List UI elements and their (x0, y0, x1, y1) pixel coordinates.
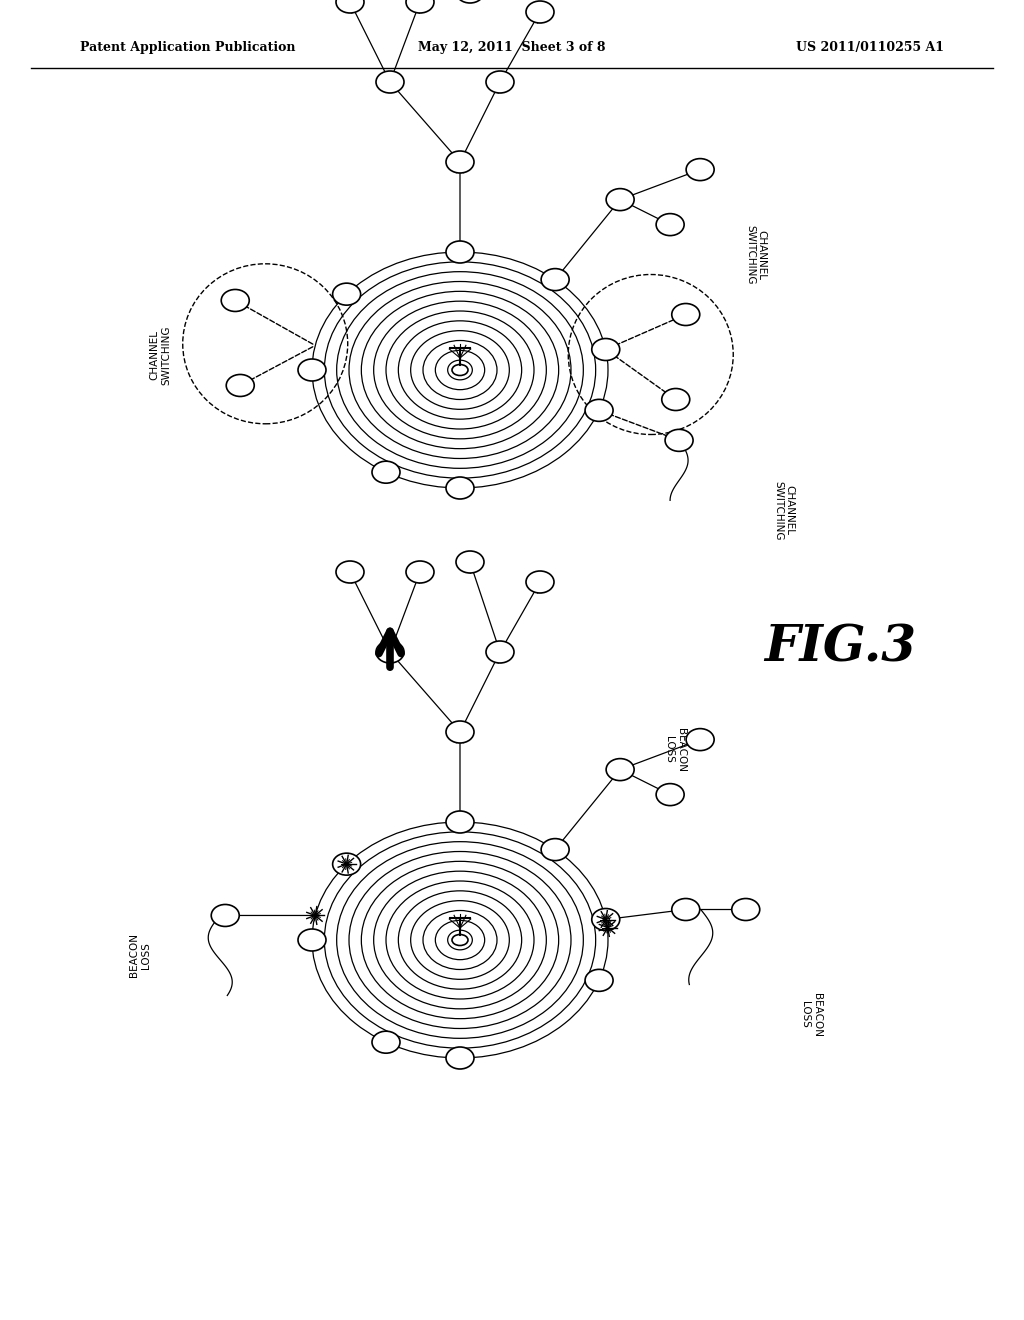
Ellipse shape (226, 375, 254, 396)
Ellipse shape (686, 729, 714, 751)
Ellipse shape (446, 242, 474, 263)
Ellipse shape (606, 759, 634, 780)
Ellipse shape (336, 561, 364, 583)
Ellipse shape (541, 268, 569, 290)
Ellipse shape (456, 0, 484, 3)
Ellipse shape (686, 158, 714, 181)
Ellipse shape (456, 550, 484, 573)
Text: CHANNEL
SWITCHING: CHANNEL SWITCHING (744, 224, 767, 284)
Ellipse shape (541, 838, 569, 861)
Ellipse shape (486, 71, 514, 92)
Text: FIG.3: FIG.3 (764, 623, 916, 672)
Ellipse shape (406, 561, 434, 583)
Ellipse shape (336, 0, 364, 13)
Ellipse shape (452, 364, 468, 375)
Ellipse shape (446, 477, 474, 499)
Ellipse shape (592, 908, 620, 931)
Ellipse shape (446, 150, 474, 173)
Ellipse shape (372, 1031, 400, 1053)
Ellipse shape (656, 214, 684, 235)
Ellipse shape (376, 71, 404, 92)
Ellipse shape (446, 810, 474, 833)
Ellipse shape (452, 935, 468, 945)
Text: BEACON
LOSS: BEACON LOSS (665, 727, 686, 772)
Ellipse shape (656, 784, 684, 805)
Text: May 12, 2011  Sheet 3 of 8: May 12, 2011 Sheet 3 of 8 (418, 41, 606, 54)
Text: BEACON
LOSS: BEACON LOSS (129, 933, 151, 978)
Ellipse shape (672, 304, 699, 326)
Ellipse shape (672, 899, 699, 920)
Ellipse shape (486, 642, 514, 663)
Text: CHANNEL
SWITCHING: CHANNEL SWITCHING (150, 326, 171, 385)
Ellipse shape (333, 284, 360, 305)
Ellipse shape (211, 904, 240, 927)
Text: US 2011/0110255 A1: US 2011/0110255 A1 (796, 41, 944, 54)
Ellipse shape (376, 642, 404, 663)
Ellipse shape (333, 853, 360, 875)
Ellipse shape (665, 429, 693, 451)
Ellipse shape (592, 338, 620, 360)
Ellipse shape (662, 388, 690, 411)
Ellipse shape (606, 189, 634, 211)
Ellipse shape (221, 289, 249, 312)
Ellipse shape (446, 721, 474, 743)
Text: BEACON
LOSS: BEACON LOSS (800, 993, 821, 1036)
Ellipse shape (298, 359, 326, 381)
Ellipse shape (372, 461, 400, 483)
Ellipse shape (585, 969, 613, 991)
Ellipse shape (446, 1047, 474, 1069)
Text: Patent Application Publication: Patent Application Publication (80, 41, 296, 54)
Ellipse shape (732, 899, 760, 920)
Ellipse shape (526, 572, 554, 593)
Ellipse shape (406, 0, 434, 13)
Ellipse shape (585, 400, 613, 421)
Text: CHANNEL
SWITCHING: CHANNEL SWITCHING (773, 480, 795, 540)
Ellipse shape (298, 929, 326, 950)
Ellipse shape (526, 1, 554, 22)
